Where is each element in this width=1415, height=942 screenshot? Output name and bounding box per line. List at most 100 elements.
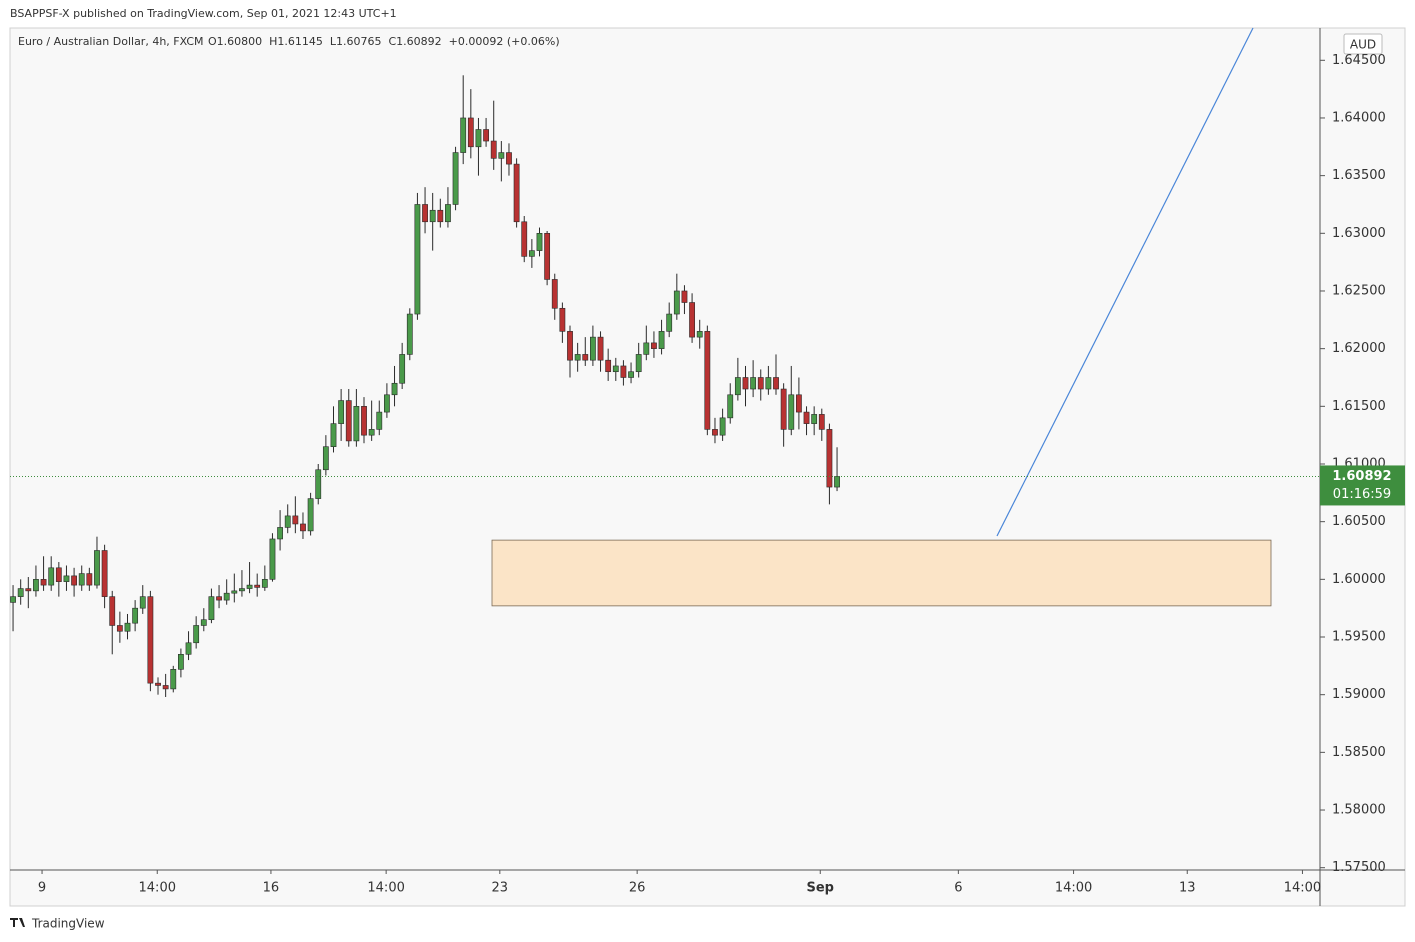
candle-body (658, 331, 665, 349)
candle-body (368, 429, 375, 436)
y-tick-label: 1.64500 (1332, 53, 1386, 68)
candle-body (704, 331, 711, 430)
candle-body (528, 250, 535, 257)
countdown: 01:16:59 (1333, 487, 1391, 502)
candle-body (795, 394, 802, 413)
candle-body (605, 359, 612, 373)
y-tick-label: 1.60000 (1332, 572, 1386, 587)
chart-frame (9, 27, 1406, 907)
candle-body (765, 377, 772, 390)
candle-body (742, 377, 749, 390)
candle-body (422, 204, 428, 223)
x-tick-label: 23 (492, 881, 509, 896)
footer-logo (10, 918, 25, 927)
candle-body (300, 523, 306, 532)
candle-body (239, 588, 245, 592)
candle-body (673, 290, 680, 315)
candle-body (101, 550, 108, 597)
x-tick-label: 13 (1179, 881, 1196, 896)
candle-body (467, 117, 474, 148)
legend-values: O1.60800 H1.61145 L1.60765 C1.60892 +0.0… (208, 35, 560, 48)
candle-body (170, 669, 177, 690)
y-tick-label: 1.60500 (1332, 514, 1386, 529)
candle-body (719, 417, 726, 436)
x-tick-label: 14:00 (139, 881, 176, 896)
currency-box (1343, 33, 1383, 55)
candle-body (452, 152, 459, 205)
candle-body (353, 406, 360, 442)
candle-body (727, 394, 734, 419)
candle-body (643, 342, 650, 355)
candle-body (208, 596, 215, 621)
candle-body (803, 411, 810, 424)
candle-body (193, 625, 200, 644)
candle-body (612, 365, 619, 373)
y-tick-label: 1.58000 (1332, 803, 1386, 818)
candle-body (292, 515, 299, 525)
candle-body (109, 596, 116, 626)
y-tick-label: 1.59500 (1332, 630, 1386, 645)
plot (10, 75, 1272, 697)
x-tick-label: 14:00 (367, 881, 404, 896)
candle-body (178, 654, 184, 670)
candle-body (834, 476, 840, 488)
x-tick-label: 26 (629, 881, 646, 896)
y-tick-label: 1.58500 (1332, 745, 1386, 760)
candle-body (773, 377, 779, 390)
candle-body (132, 607, 139, 624)
candle-body (361, 406, 367, 436)
candle-body (475, 129, 482, 148)
candle-body (513, 163, 520, 223)
candle-body (597, 336, 604, 361)
y-tick-label: 1.63500 (1332, 168, 1386, 183)
candle-body (826, 429, 833, 488)
candle-body (445, 204, 451, 223)
candle-body (811, 414, 818, 424)
candle-body (620, 365, 627, 378)
candle-body (406, 313, 413, 355)
candle-body (284, 515, 291, 528)
candle-body (71, 575, 77, 586)
candle-body (40, 579, 47, 586)
candle-body (330, 423, 337, 447)
candle-body (315, 469, 322, 499)
candle-body (818, 414, 825, 430)
candle-body (574, 354, 581, 361)
trend-line (996, 27, 1254, 537)
candle-body (712, 429, 718, 436)
candle-body (734, 377, 741, 396)
y-tick-label: 1.63000 (1332, 226, 1386, 241)
price-label: 1.60892 (1332, 469, 1391, 484)
candle-body (788, 394, 795, 430)
candle-body (582, 354, 589, 361)
candle-body (10, 596, 16, 603)
candle-body (384, 394, 390, 413)
candle-body (139, 596, 146, 609)
candle-body (55, 567, 62, 582)
candle-body (490, 140, 497, 159)
candle-body (498, 152, 505, 159)
y-tick-label: 1.64000 (1332, 110, 1386, 125)
candle-body (696, 331, 703, 338)
candle-body (666, 313, 673, 332)
y-tick-label: 1.61500 (1332, 399, 1386, 414)
candle-body (437, 209, 444, 223)
candle-body (78, 573, 85, 586)
header: BSAPPSF-X published on TradingView.com, … (10, 7, 397, 20)
candle-body (116, 625, 123, 632)
candle-body (376, 411, 383, 430)
y-tick-label: 1.62500 (1332, 283, 1386, 298)
candle-body (521, 221, 528, 257)
candle-body (345, 400, 352, 442)
x-tick-label: 6 (954, 881, 962, 896)
symbol: Euro / Australian Dollar, 4h, FXCM (18, 35, 204, 48)
candle-body (63, 575, 70, 582)
candle-body (590, 336, 596, 361)
candle-body (399, 354, 406, 384)
candle-body (483, 129, 489, 142)
candle-body (17, 588, 24, 597)
footer: TradingView (31, 917, 105, 931)
candle-body (269, 538, 276, 580)
candle-body (460, 117, 467, 153)
